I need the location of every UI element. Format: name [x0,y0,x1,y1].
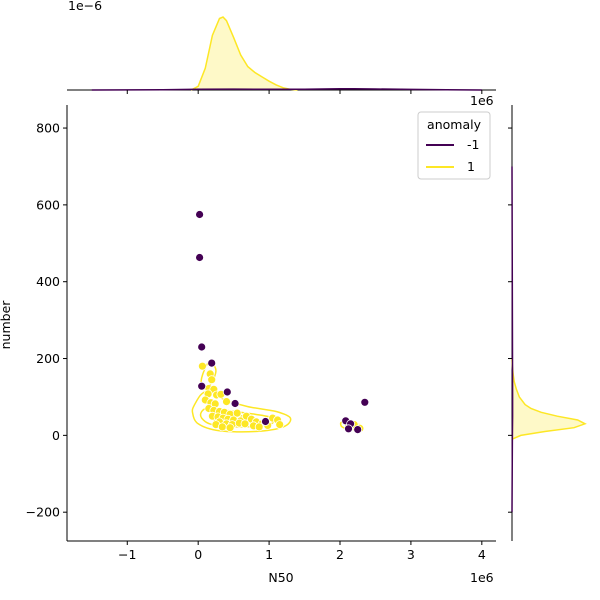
scatter-point-anomaly [195,210,205,219]
scatter-point-normal [222,397,231,407]
x-tick-label: 2 [336,547,344,562]
top-marginal-offset-label: 1e−6 [68,0,102,13]
right-kde-fill-1 [512,358,585,440]
kde-contour-level-0 [191,390,292,433]
x-axis-label: N50 [268,570,293,585]
y-tick-label: −200 [26,505,60,520]
scatter-point-normal [217,422,227,432]
x-axis-ticks: −1 0 1 2 3 4 [118,90,486,562]
scatter-point-normal [197,361,207,371]
top-kde-fill-1 [191,17,298,90]
y-axis-ticks: −200 0 200 400 600 800 [26,121,512,520]
scatter-points [195,210,370,435]
y-tick-label: 200 [36,351,60,366]
right-marginal-offset-label: 1e6 [470,93,494,108]
x-tick-label: 3 [407,547,415,562]
y-tick-label: 800 [36,121,60,136]
scatter-point-anomaly [344,424,353,434]
scatter-point-anomaly [360,397,370,407]
scatter-point-anomaly [353,425,363,435]
right-marginal-kde [511,105,587,541]
top-kde-line--1 [91,87,482,91]
right-kde-line-1 [511,358,587,440]
scatter-point-anomaly [230,399,240,408]
x-tick-label: 0 [194,547,202,562]
scatter-point-normal [254,422,264,432]
legend-label-neg1: -1 [467,137,479,152]
scatter-point-normal [275,420,285,430]
top-kde-line-1 [190,16,298,91]
x-axis-offset-label: 1e6 [470,570,494,585]
right-kde-line--1 [511,166,514,513]
main-axes-spines [66,105,496,542]
scatter-point-normal [207,375,217,385]
y-tick-label: 400 [36,274,60,289]
scatter-point-normal [232,408,242,418]
y-tick-label: 0 [52,428,60,443]
y-axis-label: number [0,300,13,350]
scatter-point-anomaly [261,417,270,426]
scatter-point-anomaly [197,381,207,391]
x-tick-label: 1 [265,547,273,562]
x-tick-label: −1 [118,547,136,562]
top-marginal-kde [67,16,496,91]
legend-title: anomaly [427,117,482,132]
legend-label-1: 1 [467,159,475,174]
scatter-point-anomaly [207,358,217,368]
y-tick-label: 600 [36,197,60,212]
scatter-point-anomaly [222,387,232,397]
scatter-point-anomaly [195,253,205,262]
legend: anomaly -1 1 [417,111,491,180]
main-plot-area: −1 0 1 2 3 4 −200 0 200 400 600 800 [26,90,512,562]
scatter-point-anomaly [197,342,207,352]
x-tick-label: 4 [478,547,486,562]
scatter-point-normal [240,419,250,429]
scatter-point-normal [225,423,235,433]
